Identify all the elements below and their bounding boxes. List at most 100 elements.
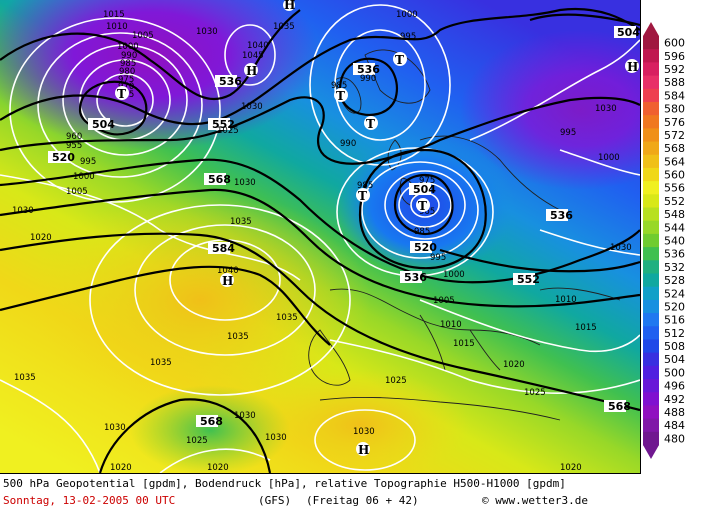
isobar-label: 1020	[30, 233, 52, 243]
legend-color-cell	[643, 181, 659, 195]
isobar-label: 1035	[276, 313, 298, 323]
legend-color-cell	[643, 101, 659, 116]
isobar-label: 1030	[234, 178, 256, 188]
legend-value-label: 596	[664, 50, 685, 63]
isobar-label: 965	[419, 207, 435, 217]
legend-color-cell	[643, 365, 659, 380]
isobar-label: 975	[419, 176, 435, 186]
isobar-label: 1020	[560, 463, 582, 473]
isobar-label: 985	[414, 227, 430, 237]
caption-forecast: (Freitag 06 + 42)	[306, 494, 419, 507]
legend-color-cell	[643, 36, 659, 50]
svg-text:T: T	[358, 189, 367, 203]
legend-color-cell	[643, 220, 659, 235]
legend-value-label: 564	[664, 155, 685, 168]
isobar-label: 1035	[14, 373, 36, 383]
legend-color-cell	[643, 260, 659, 274]
legend-svg: 6005965925885845805765725685645605565525…	[643, 22, 685, 459]
isobar-label: 1030	[104, 423, 126, 433]
topo-label: 504	[614, 26, 640, 39]
svg-text:T: T	[336, 89, 345, 103]
legend-value-label: 592	[664, 63, 685, 76]
color-scale-legend: 600 596 592 588 584 580 576 572 568 564 560 556 552 5…	[641, 0, 704, 473]
topo-label: 504	[409, 183, 436, 196]
svg-text:T: T	[117, 87, 126, 101]
svg-text:H: H	[246, 64, 257, 78]
legend-color-cell	[643, 392, 659, 406]
svg-text:H: H	[358, 443, 369, 457]
legend-value-label: 552	[664, 195, 685, 208]
legend-value-label: 588	[664, 76, 685, 89]
svg-text:H: H	[222, 274, 233, 288]
isobar-label: 1000	[396, 10, 418, 20]
svg-text:520: 520	[52, 151, 75, 164]
low-pressure-center: T	[334, 88, 348, 103]
map-svg: 504 520 536 552 568 584 568 536 504 536 …	[0, 0, 640, 473]
topography-lines	[0, 7, 640, 473]
legend-color-cell	[643, 379, 659, 393]
svg-text:536: 536	[357, 63, 380, 76]
legend-value-label: 508	[664, 340, 685, 353]
isobar-label: 1020	[110, 463, 132, 473]
legend-color-cell	[643, 313, 659, 327]
topo-label: 584	[208, 242, 235, 255]
svg-text:H: H	[284, 0, 295, 12]
legend-color-cell	[643, 154, 659, 169]
legend-bottom-arrow	[643, 445, 659, 459]
svg-text:536: 536	[550, 209, 573, 222]
svg-text:T: T	[395, 53, 404, 67]
legend-color-cell	[643, 75, 659, 90]
isobar-label: 955	[66, 141, 82, 151]
legend-color-cell	[643, 299, 659, 314]
isobar-label: 1020	[207, 463, 229, 473]
legend-color-cell	[643, 194, 659, 209]
legend-color-cell	[643, 233, 659, 248]
legend-value-label: 572	[664, 129, 685, 142]
legend-value-label: 584	[664, 89, 685, 102]
isobar-label: 985	[357, 181, 373, 191]
legend-value-label: 484	[664, 419, 685, 432]
isobar-label: 1010	[106, 22, 128, 32]
isobar-label: 1010	[555, 295, 577, 305]
legend-value-label: 560	[664, 169, 685, 182]
topography-labels: 504 520 536 552 568 584 568 536 504 536 …	[48, 26, 640, 428]
svg-text:536: 536	[219, 75, 242, 88]
legend-color-cell	[643, 247, 659, 261]
isobar-label: 990	[340, 139, 356, 149]
topo-label: 536	[400, 271, 427, 284]
isobar-label: 1030	[196, 27, 218, 37]
isobar-label: 1010	[440, 320, 462, 330]
legend-color-cell	[643, 418, 659, 433]
legend-value-label: 532	[664, 261, 685, 274]
cold-air-ne	[460, 30, 640, 190]
isobar-label: 1030	[610, 243, 632, 253]
topo-label: 552	[513, 273, 540, 286]
isobar-label: 990	[360, 74, 376, 84]
high-pressure-center: H	[356, 442, 370, 457]
warm-air-africa	[250, 370, 470, 473]
legend-top-arrow	[643, 22, 659, 36]
legend-value-label: 600	[664, 37, 685, 50]
caption-credit: © www.wetter3.de	[482, 493, 588, 508]
legend-color-cell	[643, 286, 659, 301]
isobar-label: 1005	[66, 187, 88, 197]
legend-color-cell	[643, 115, 659, 129]
topo-label: 568	[196, 415, 223, 428]
isobar-label: 1025	[524, 388, 546, 398]
legend-cells	[643, 36, 659, 446]
high-pressure-center: H	[244, 63, 258, 78]
topo-label: 520	[410, 241, 437, 254]
legend-value-label: 556	[664, 182, 685, 195]
isobar-label: 1000	[73, 172, 95, 182]
high-pressure-center: H	[283, 0, 295, 12]
legend-color-cell	[643, 62, 659, 77]
isobar-label: 1015	[103, 10, 125, 20]
legend-color-cell	[643, 339, 659, 354]
credit-text: www.wetter3.de	[495, 494, 588, 507]
isobar-label: 1005	[132, 31, 154, 41]
legend-value-label: 528	[664, 274, 685, 287]
topo-label: 536	[546, 209, 573, 222]
isobar-label: 1025	[385, 376, 407, 386]
svg-text:552: 552	[212, 118, 235, 131]
isobar-label: 970	[118, 82, 134, 92]
